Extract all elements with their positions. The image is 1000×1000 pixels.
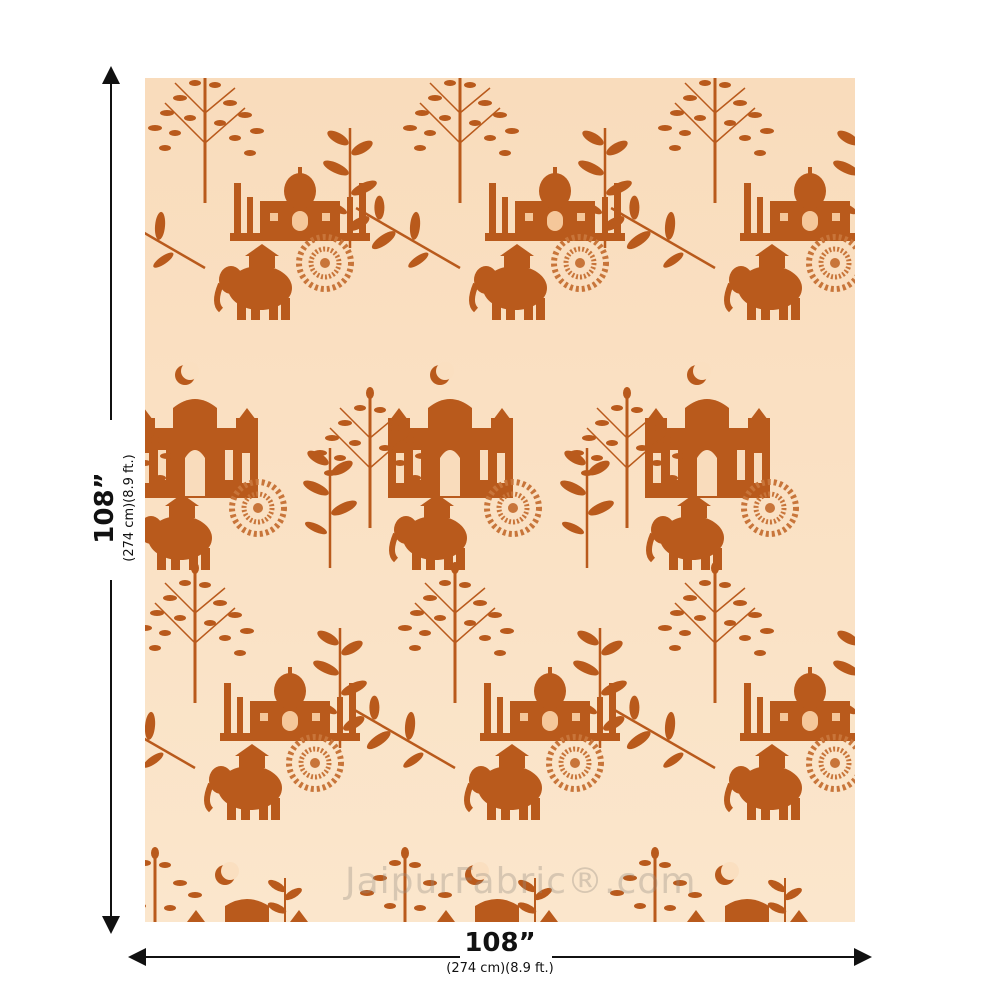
width-dimension: 108” (274 cm)(8.9 ft.) (400, 930, 600, 975)
arrow-left-icon (128, 948, 146, 966)
width-line-right (552, 956, 862, 958)
width-line-left (140, 956, 460, 958)
height-label: 108” (90, 472, 120, 544)
height-dimension: 108” (274 cm)(8.9 ft.) (90, 393, 137, 623)
arrow-down-icon (102, 916, 120, 934)
height-sub-label: (274 cm)(8.9 ft.) (122, 454, 137, 562)
arrow-right-icon (854, 948, 872, 966)
bedsheet-print-image (145, 78, 855, 922)
width-sub-label: (274 cm)(8.9 ft.) (446, 961, 554, 976)
watermark-logo: JaipurFabric®.com (345, 861, 697, 902)
height-line-top (110, 80, 112, 420)
arrow-up-icon (102, 66, 120, 84)
width-label: 108” (464, 928, 536, 958)
height-line-bottom (110, 580, 112, 920)
